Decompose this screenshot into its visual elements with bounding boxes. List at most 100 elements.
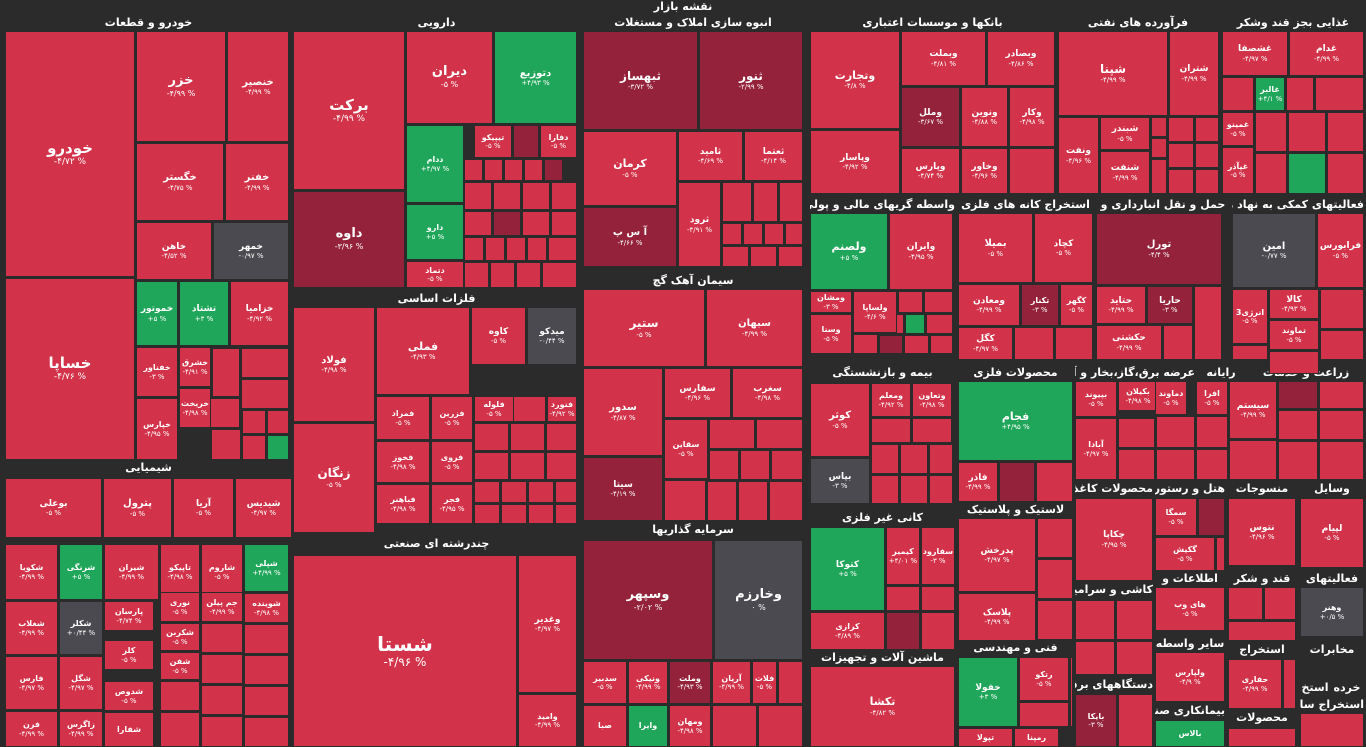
symbol-tile-small[interactable] <box>528 504 554 524</box>
symbol-tile[interactable]: آ س پ -۴/۶۶ % <box>583 207 677 267</box>
symbol-tile[interactable]: ولصنم +۵ % <box>810 213 888 290</box>
symbol-tile-small[interactable] <box>244 717 289 747</box>
symbol-tile[interactable]: فاذر -۴/۹۹ % <box>958 462 998 502</box>
symbol-tile-small[interactable] <box>1163 325 1193 360</box>
symbol-tile[interactable]: ونوین -۴/۸۸ % <box>961 87 1008 147</box>
symbol-tile[interactable]: فنورد -۴/۹۲ % <box>547 396 577 422</box>
symbol-tile[interactable]: دماوند -۵ % <box>1155 381 1187 415</box>
symbol-tile[interactable]: شوینده -۴/۹۸ % <box>244 593 289 623</box>
symbol-tile-small[interactable] <box>758 705 803 747</box>
symbol-tile-small[interactable] <box>1278 410 1318 440</box>
symbol-tile-small[interactable] <box>544 159 563 181</box>
symbol-tile-small[interactable] <box>244 686 289 716</box>
symbol-tile[interactable]: های وب -۵ % <box>1155 587 1225 631</box>
symbol-tile-small[interactable] <box>464 182 492 210</box>
symbol-tile-small[interactable] <box>267 435 289 460</box>
symbol-tile[interactable]: ونفت -۴/۹۶ % <box>1058 117 1099 194</box>
symbol-tile[interactable]: وبصادر -۴/۸۶ % <box>987 31 1055 86</box>
symbol-tile-small[interactable] <box>1228 621 1296 641</box>
symbol-tile-small[interactable] <box>1216 537 1225 571</box>
symbol-tile-small[interactable] <box>912 418 952 443</box>
symbol-tile[interactable]: حاریا -۳ % <box>1147 286 1193 324</box>
symbol-tile[interactable]: وکار -۴/۹۸ % <box>1009 87 1055 147</box>
symbol-tile-small[interactable] <box>999 462 1035 502</box>
symbol-tile-small[interactable] <box>1118 694 1153 747</box>
symbol-tile-small[interactable] <box>211 429 241 460</box>
symbol-tile-small[interactable] <box>1037 518 1073 558</box>
symbol-tile[interactable]: شفارا <box>104 712 154 747</box>
symbol-tile[interactable]: وسپهر -۲/۰۲ % <box>583 540 713 660</box>
symbol-tile[interactable]: حتاید -۴/۹۹ % <box>1096 286 1146 324</box>
symbol-tile-small[interactable] <box>871 475 899 504</box>
symbol-tile[interactable]: غدام -۴/۹۹ % <box>1289 31 1364 76</box>
symbol-tile[interactable]: ولساپا -۴/۶ % <box>853 291 897 333</box>
symbol-tile[interactable]: کالا -۴/۹۳ % <box>1269 289 1319 319</box>
symbol-tile[interactable]: داوه -۳/۹۶ % <box>293 191 405 288</box>
symbol-tile-small[interactable] <box>1286 77 1314 111</box>
symbol-tile-small[interactable] <box>201 654 243 684</box>
symbol-tile[interactable]: پارسان -۴/۷۴ % <box>104 601 154 631</box>
symbol-tile[interactable]: شیدیس -۴/۹۷ % <box>235 478 292 538</box>
symbol-tile-small[interactable] <box>1075 600 1115 640</box>
symbol-tile[interactable]: وامید -۴/۹۹ % <box>518 694 577 747</box>
symbol-tile-small[interactable] <box>244 624 289 654</box>
symbol-tile[interactable]: آبادا -۴/۹۷ % <box>1075 418 1117 480</box>
symbol-tile-small[interactable] <box>1070 657 1073 727</box>
symbol-tile[interactable]: خپارس -۴/۹۵ % <box>136 398 178 460</box>
symbol-tile[interactable]: افرا -۵ % <box>1196 381 1228 415</box>
symbol-tile[interactable]: نوری -۵ % <box>160 592 200 622</box>
symbol-tile[interactable]: شکلر +۰/۴۴ % <box>59 601 103 655</box>
symbol-tile-small[interactable] <box>242 410 266 434</box>
symbol-tile-small[interactable] <box>1264 587 1296 620</box>
symbol-tile[interactable]: وپاسار -۴/۹۲ % <box>810 130 900 194</box>
symbol-tile[interactable]: وتجارت -۴/۸ % <box>810 31 900 129</box>
symbol-tile[interactable]: تاپیکو -۴/۹۸ % <box>160 544 200 600</box>
symbol-tile[interactable]: وپارس -۴/۷۴ % <box>901 148 960 194</box>
symbol-tile-small[interactable] <box>513 125 539 158</box>
symbol-tile-small[interactable] <box>1195 169 1219 194</box>
symbol-tile[interactable]: ددام +۴/۹۷ % <box>406 125 464 203</box>
symbol-tile[interactable]: فمراد -۵ % <box>376 396 430 440</box>
symbol-tile-small[interactable] <box>474 481 500 503</box>
symbol-tile[interactable]: فجام +۴/۹۵ % <box>958 381 1073 461</box>
symbol-tile-small[interactable] <box>904 335 929 354</box>
symbol-tile-small[interactable] <box>871 444 899 474</box>
symbol-tile-small[interactable] <box>1283 659 1296 709</box>
symbol-tile-small[interactable] <box>1168 117 1194 142</box>
symbol-tile-small[interactable] <box>785 223 803 245</box>
symbol-tile[interactable]: سفارود -۳ % <box>921 527 955 585</box>
symbol-tile-small[interactable] <box>1255 153 1287 194</box>
symbol-tile[interactable]: خساپا -۴/۷۶ % <box>5 278 135 460</box>
symbol-tile[interactable]: شپنا -۴/۹۹ % <box>1058 31 1168 116</box>
symbol-tile-small[interactable] <box>555 481 577 503</box>
symbol-tile[interactable]: تپولا <box>958 728 1013 747</box>
symbol-tile[interactable]: دتوزیع +۴/۹۳ % <box>494 31 577 124</box>
symbol-tile-small[interactable] <box>1198 498 1225 536</box>
symbol-tile[interactable]: شستا -۴/۹۶ % <box>293 555 517 747</box>
symbol-tile[interactable]: میدکو -۰/۴۴ % <box>527 307 577 365</box>
symbol-tile[interactable]: خزامیا -۴/۹۲ % <box>230 281 289 346</box>
symbol-tile-small[interactable] <box>1315 77 1364 111</box>
symbol-tile-small[interactable] <box>924 291 953 313</box>
symbol-tile-small[interactable] <box>1229 440 1277 480</box>
symbol-tile[interactable]: کچاد -۵ % <box>1034 213 1093 283</box>
symbol-tile-small[interactable] <box>485 237 505 261</box>
symbol-tile-small[interactable] <box>1194 286 1222 360</box>
symbol-tile-small[interactable] <box>1269 351 1319 374</box>
symbol-tile-small[interactable] <box>1278 381 1318 409</box>
symbol-tile-small[interactable] <box>513 396 546 422</box>
symbol-tile[interactable]: فارس -۴/۹۷ % <box>5 656 58 710</box>
symbol-tile-small[interactable] <box>1118 418 1155 448</box>
symbol-tile-small[interactable] <box>921 612 955 650</box>
symbol-tile-small[interactable] <box>1320 330 1364 360</box>
symbol-tile-small[interactable] <box>493 182 521 210</box>
symbol-tile-small[interactable] <box>551 211 577 236</box>
symbol-tile[interactable]: غمینو -۵ % <box>1222 112 1254 146</box>
symbol-tile[interactable]: دتماد -۵ % <box>406 261 464 288</box>
symbol-tile[interactable]: نتوس -۴/۹۶ % <box>1228 498 1296 566</box>
symbol-tile[interactable]: ثرود -۴/۹۱ % <box>678 182 721 267</box>
symbol-tile[interactable]: ومهان -۴/۹۸ % <box>669 705 711 747</box>
symbol-tile[interactable]: فملی -۴/۹۳ % <box>376 307 470 395</box>
symbol-tile[interactable]: سیتا -۴/۱۹ % <box>583 457 663 521</box>
symbol-tile-small[interactable] <box>212 348 240 397</box>
